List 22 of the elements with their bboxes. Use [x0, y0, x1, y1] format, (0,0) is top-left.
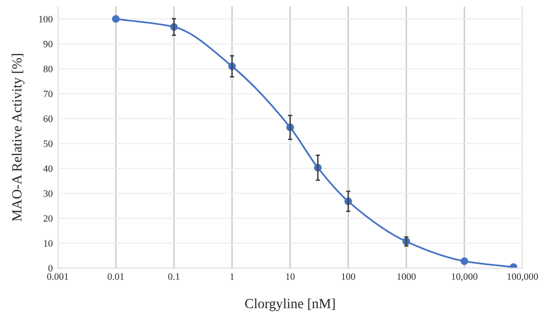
x-tick-label: 0.001 — [47, 273, 68, 280]
y-tick-label: 70 — [44, 90, 53, 98]
x-tick-label: 0.1 — [168, 273, 180, 280]
y-tick-label: 90 — [43, 40, 53, 48]
y-axis-title: MAO-A Relative Activity [%] — [12, 54, 24, 222]
x-tick-label: 100 — [342, 273, 356, 280]
y-tick-label: 10 — [44, 240, 53, 247]
y-tick-label: 100 — [39, 16, 53, 22]
x-tick-label: 10 — [286, 273, 295, 280]
y-tick-label: 80 — [44, 66, 53, 72]
y-tick-label: 60 — [44, 116, 53, 122]
y-tick-label: 50 — [44, 140, 53, 148]
y-tick-label: 30 — [44, 190, 53, 197]
x-tick-label: 0.01 — [108, 273, 124, 280]
y-tick-label: 20 — [44, 215, 53, 222]
y-tick-label: 40 — [43, 165, 53, 172]
y-tick-label: 0 — [48, 265, 53, 272]
x-tick-label: 100,000 — [508, 273, 538, 282]
x-axis-title: Clorgyline [nM] — [245, 298, 335, 312]
x-tick-label: 10,000 — [452, 273, 478, 282]
x-tick-label: 1 — [230, 273, 234, 280]
x-tick-label: 1000 — [397, 273, 416, 280]
